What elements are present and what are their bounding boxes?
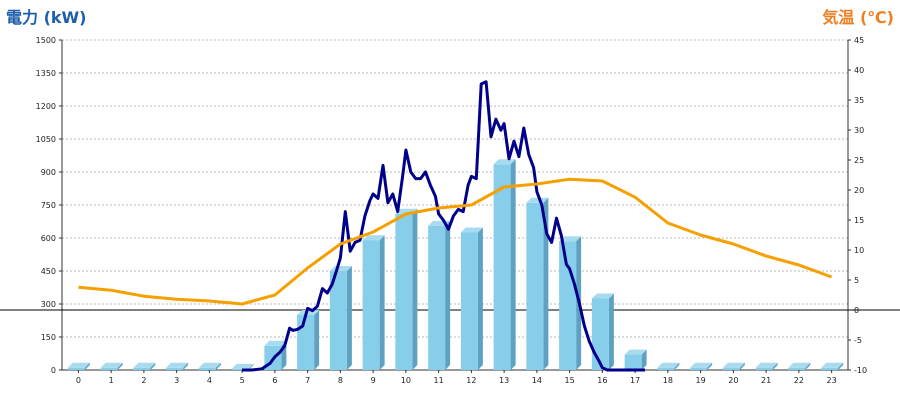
power-bar bbox=[395, 208, 418, 370]
x-tick-label: 21 bbox=[761, 376, 771, 385]
power-line bbox=[242, 80, 645, 372]
x-tick-label: 9 bbox=[371, 376, 376, 385]
power-bar bbox=[166, 362, 189, 370]
power-bar bbox=[690, 362, 713, 370]
left-tick-label: 0 bbox=[51, 366, 56, 375]
x-tick-label: 14 bbox=[532, 376, 542, 385]
left-tick-label: 1500 bbox=[36, 36, 56, 45]
x-tick-label: 16 bbox=[597, 376, 607, 385]
x-tick-label: 23 bbox=[827, 376, 837, 385]
left-tick-label: 450 bbox=[41, 267, 56, 276]
x-tick-label: 7 bbox=[305, 376, 310, 385]
x-tick-label: 6 bbox=[272, 376, 277, 385]
x-tick-label: 20 bbox=[728, 376, 738, 385]
x-tick-label: 18 bbox=[663, 376, 673, 385]
right-tick-label: 45 bbox=[854, 36, 864, 45]
power-bar bbox=[722, 362, 745, 370]
power-bar bbox=[231, 363, 254, 370]
power-bar bbox=[133, 362, 156, 370]
x-tick-label: 13 bbox=[499, 376, 509, 385]
power-bar bbox=[329, 266, 352, 370]
x-tick-label: 19 bbox=[696, 376, 706, 385]
x-tick-label: 15 bbox=[565, 376, 575, 385]
power-bar bbox=[526, 197, 549, 370]
x-tick-label: 0 bbox=[76, 376, 81, 385]
left-axis-title: 電力 (kW) bbox=[6, 8, 87, 27]
right-tick-label: 25 bbox=[854, 156, 864, 165]
right-tick-label: -10 bbox=[854, 366, 867, 375]
power-bar bbox=[493, 159, 516, 370]
x-tick-label: 10 bbox=[401, 376, 411, 385]
temperature-line bbox=[78, 177, 833, 306]
x-tick-label: 8 bbox=[338, 376, 343, 385]
right-axis-title: 気温 (℃) bbox=[822, 8, 894, 27]
power-bar bbox=[198, 362, 221, 370]
left-tick-label: 1350 bbox=[36, 69, 56, 78]
right-tick-label: 30 bbox=[854, 126, 864, 135]
x-tick-label: 1 bbox=[109, 376, 114, 385]
right-tick-label: 5 bbox=[854, 276, 859, 285]
x-tick-label: 12 bbox=[466, 376, 476, 385]
power-bar bbox=[821, 362, 844, 370]
power-bar bbox=[591, 293, 614, 370]
power-bar bbox=[362, 235, 385, 370]
power-bar bbox=[657, 362, 680, 370]
right-tick-label: 40 bbox=[854, 66, 864, 75]
x-tick-label: 11 bbox=[434, 376, 444, 385]
right-tick-label: 10 bbox=[854, 246, 864, 255]
right-tick-label: 35 bbox=[854, 96, 864, 105]
left-tick-label: 1050 bbox=[36, 135, 56, 144]
left-tick-label: 150 bbox=[41, 333, 56, 342]
x-tick-label: 5 bbox=[240, 376, 245, 385]
power-bar bbox=[297, 310, 320, 370]
power-bar bbox=[624, 349, 647, 370]
power-bar bbox=[100, 362, 123, 370]
x-tick-label: 2 bbox=[141, 376, 146, 385]
left-tick-label: 600 bbox=[41, 234, 56, 243]
left-tick-label: 1200 bbox=[36, 102, 56, 111]
power-bar bbox=[67, 362, 90, 370]
power-bar bbox=[788, 362, 811, 370]
x-tick-label: 4 bbox=[207, 376, 212, 385]
power-bar bbox=[755, 362, 778, 370]
power-bar bbox=[428, 220, 451, 370]
left-tick-label: 900 bbox=[41, 168, 56, 177]
right-tick-label: 15 bbox=[854, 216, 864, 225]
left-tick-label: 750 bbox=[41, 201, 56, 210]
right-tick-label: 20 bbox=[854, 186, 864, 195]
right-tick-label: -5 bbox=[854, 336, 862, 345]
left-tick-label: 300 bbox=[41, 300, 56, 309]
power-bar bbox=[460, 227, 483, 370]
x-tick-label: 22 bbox=[794, 376, 804, 385]
x-tick-label: 3 bbox=[174, 376, 179, 385]
x-tick-label: 17 bbox=[630, 376, 640, 385]
